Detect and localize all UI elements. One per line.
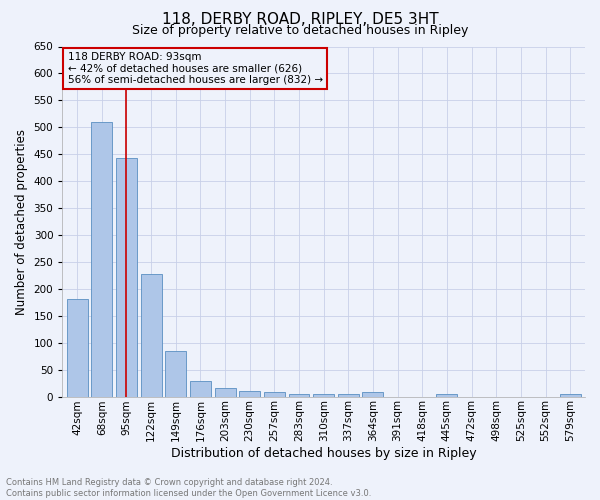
Bar — [338, 394, 359, 396]
Bar — [165, 352, 186, 397]
Bar — [289, 394, 310, 396]
X-axis label: Distribution of detached houses by size in Ripley: Distribution of detached houses by size … — [171, 447, 476, 460]
Bar — [436, 394, 457, 396]
Bar — [264, 392, 285, 396]
Bar — [67, 298, 88, 396]
Bar — [239, 391, 260, 396]
Text: Size of property relative to detached houses in Ripley: Size of property relative to detached ho… — [132, 24, 468, 37]
Bar — [116, 158, 137, 396]
Bar — [215, 388, 236, 396]
Text: 118 DERBY ROAD: 93sqm
← 42% of detached houses are smaller (626)
56% of semi-det: 118 DERBY ROAD: 93sqm ← 42% of detached … — [68, 52, 323, 85]
Bar — [190, 382, 211, 396]
Y-axis label: Number of detached properties: Number of detached properties — [15, 128, 28, 314]
Bar — [91, 122, 112, 396]
Bar — [560, 394, 581, 396]
Bar — [313, 394, 334, 396]
Bar — [140, 274, 161, 396]
Text: Contains HM Land Registry data © Crown copyright and database right 2024.
Contai: Contains HM Land Registry data © Crown c… — [6, 478, 371, 498]
Bar — [362, 392, 383, 396]
Text: 118, DERBY ROAD, RIPLEY, DE5 3HT: 118, DERBY ROAD, RIPLEY, DE5 3HT — [161, 12, 439, 28]
